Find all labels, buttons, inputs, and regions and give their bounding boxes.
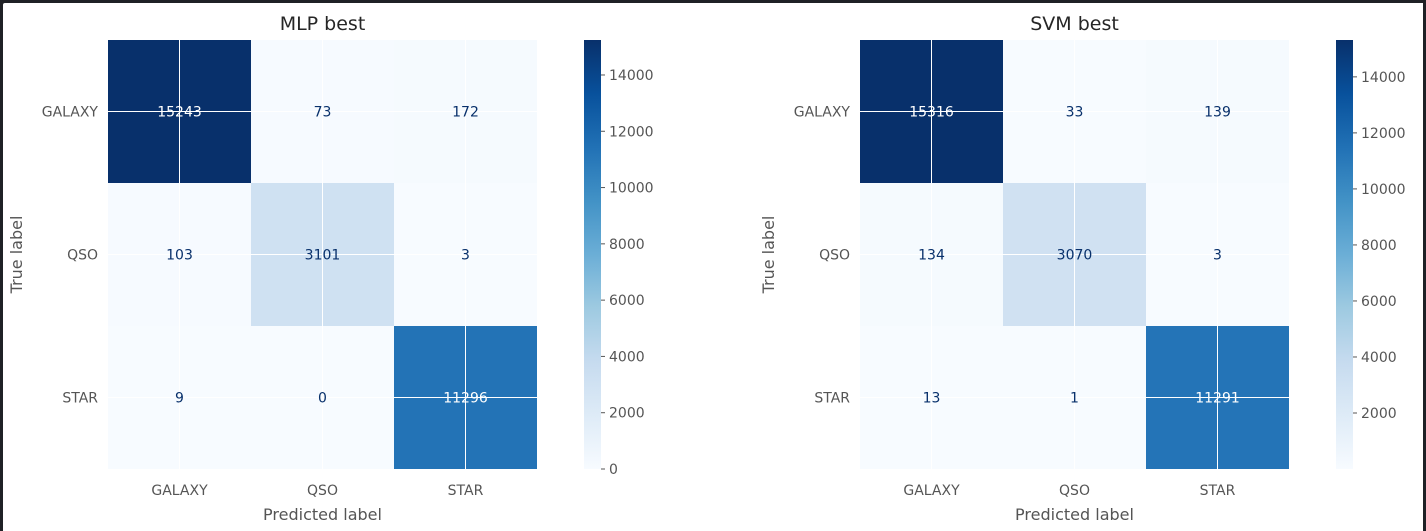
cell-value-label: 3101 <box>305 248 341 264</box>
cell-value-label: 3 <box>461 248 470 264</box>
colorbar-tick-label: 4000 <box>1361 350 1397 366</box>
cell-value-label: 103 <box>166 248 193 264</box>
y-tick-label: STAR <box>814 391 850 407</box>
colorbar-tick-label: 14000 <box>609 68 654 84</box>
colorbar-tick-label: 6000 <box>609 293 645 309</box>
cell-value-label: 33 <box>1066 105 1084 121</box>
figure: 15243 73 172 103 3101 3 9 0 11296 GALAXY GALAXY QSO… <box>3 3 1423 531</box>
colorbar-tick-label: 8000 <box>1361 238 1397 254</box>
cell-value-label: 9 <box>175 391 184 407</box>
colorbar-tick-label: 8000 <box>609 237 645 253</box>
cell-value-label: 73 <box>314 105 332 121</box>
x-tick-label: GALAXY <box>903 483 960 499</box>
x-tick-label: GALAXY <box>151 483 208 499</box>
x-tick-label: QSO <box>307 483 338 499</box>
y-axis-label: True label <box>7 216 26 295</box>
cell-value-label: 1 <box>1070 391 1079 407</box>
colorbar <box>1336 40 1353 469</box>
cell-value-label: 139 <box>1204 105 1231 121</box>
chart-title: SVM best <box>1030 13 1119 35</box>
x-axis-label: Predicted label <box>263 505 382 524</box>
colorbar-tick-label: 4000 <box>609 349 645 365</box>
colorbar-tick-label: 14000 <box>1361 70 1406 86</box>
x-tick-label: QSO <box>1059 483 1090 499</box>
colorbar-tick-label: 0 <box>609 462 618 478</box>
colorbar <box>584 40 601 469</box>
colorbar-tick-label: 12000 <box>1361 126 1406 142</box>
x-axis-label: Predicted label <box>1015 505 1134 524</box>
x-tick-label: STAR <box>1200 483 1236 499</box>
cell-value-label: 11291 <box>1195 391 1240 407</box>
y-tick-label: STAR <box>62 391 98 407</box>
cell-value-label: 134 <box>918 248 945 264</box>
y-axis-label: True label <box>759 216 778 295</box>
cell-value-label: 0 <box>318 391 327 407</box>
cell-value-label: 11296 <box>443 391 488 407</box>
x-tick-label: STAR <box>448 483 484 499</box>
colorbar-tick-label: 2000 <box>1361 406 1397 422</box>
colorbar-tick-label: 10000 <box>1361 182 1406 198</box>
chart-title: MLP best <box>280 13 366 35</box>
y-tick-label: GALAXY <box>794 105 851 121</box>
y-tick-label: GALAXY <box>42 105 99 121</box>
cell-value-label: 15316 <box>909 105 954 121</box>
colorbar-tick-label: 2000 <box>609 406 645 422</box>
y-tick-label: QSO <box>67 248 98 264</box>
colorbar-tick-label: 6000 <box>1361 294 1397 310</box>
cell-value-label: 172 <box>452 105 479 121</box>
cell-value-label: 3 <box>1213 248 1222 264</box>
y-tick-label: QSO <box>819 248 850 264</box>
colorbar-tick-label: 12000 <box>609 124 654 140</box>
cell-value-label: 13 <box>923 391 941 407</box>
colorbar-tick-label: 10000 <box>609 181 654 197</box>
cell-value-label: 3070 <box>1057 248 1093 264</box>
cell-value-label: 15243 <box>157 105 202 121</box>
